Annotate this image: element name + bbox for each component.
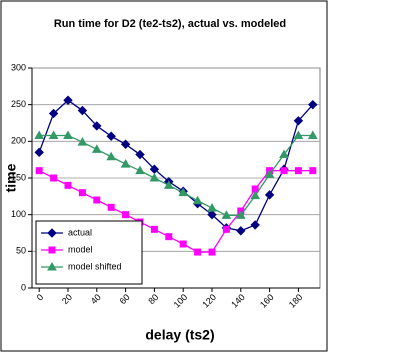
legend-marker — [48, 246, 56, 254]
marker — [308, 99, 318, 110]
marker — [106, 131, 116, 141]
y-tick-label: 200 — [11, 136, 26, 146]
marker — [179, 240, 187, 248]
y-tick-label: 50 — [16, 246, 26, 256]
marker — [35, 167, 43, 175]
y-tick-label: 100 — [11, 209, 26, 219]
marker — [122, 211, 130, 219]
marker — [279, 149, 289, 159]
y-tick-label: 250 — [11, 99, 26, 109]
marker — [235, 210, 246, 219]
x-axis-title: delay (ts2) — [145, 327, 214, 343]
marker — [309, 167, 317, 175]
y-tick-label: 300 — [11, 62, 26, 72]
y-tick-label: 0 — [21, 282, 26, 292]
marker — [107, 203, 115, 211]
marker — [120, 139, 131, 149]
marker — [150, 225, 158, 233]
marker — [63, 95, 73, 105]
marker — [120, 159, 131, 168]
marker — [165, 233, 173, 241]
marker — [307, 130, 318, 139]
marker — [48, 108, 59, 119]
marker — [264, 169, 275, 178]
marker — [34, 130, 45, 139]
marker — [250, 190, 261, 200]
marker — [135, 149, 145, 160]
marker — [194, 248, 202, 256]
marker — [77, 105, 88, 116]
marker — [135, 165, 145, 175]
marker — [93, 196, 101, 204]
marker — [163, 180, 174, 189]
marker — [192, 195, 203, 205]
marker — [294, 167, 302, 175]
marker — [236, 226, 246, 236]
marker — [78, 189, 86, 197]
marker — [293, 130, 304, 139]
marker — [64, 181, 72, 189]
marker — [293, 116, 304, 126]
marker — [50, 174, 58, 182]
marker — [207, 203, 217, 212]
x-tick-label: 0 — [35, 292, 46, 303]
marker — [250, 220, 260, 230]
marker — [92, 121, 102, 131]
marker — [63, 130, 73, 139]
legend-label: model shifted — [68, 261, 122, 271]
marker — [106, 151, 117, 161]
legend-label: actual — [68, 227, 92, 237]
y-axis-title: time — [3, 163, 19, 192]
marker — [280, 167, 288, 175]
marker — [178, 187, 189, 197]
series-line — [38, 99, 314, 232]
y-tick-label: 150 — [11, 172, 26, 182]
legend-marker — [47, 228, 57, 238]
marker — [222, 225, 230, 233]
marker — [221, 210, 232, 219]
marker — [34, 147, 44, 158]
marker — [77, 137, 88, 146]
marker — [264, 190, 275, 200]
chart-title: Run time for D2 (te2-ts2), actual vs. mo… — [54, 18, 286, 30]
marker — [149, 172, 160, 182]
marker — [208, 248, 216, 256]
legend-marker — [47, 261, 57, 271]
marker — [48, 130, 59, 139]
marker — [207, 209, 217, 220]
marker — [91, 144, 102, 153]
legend-label: model — [68, 244, 93, 254]
